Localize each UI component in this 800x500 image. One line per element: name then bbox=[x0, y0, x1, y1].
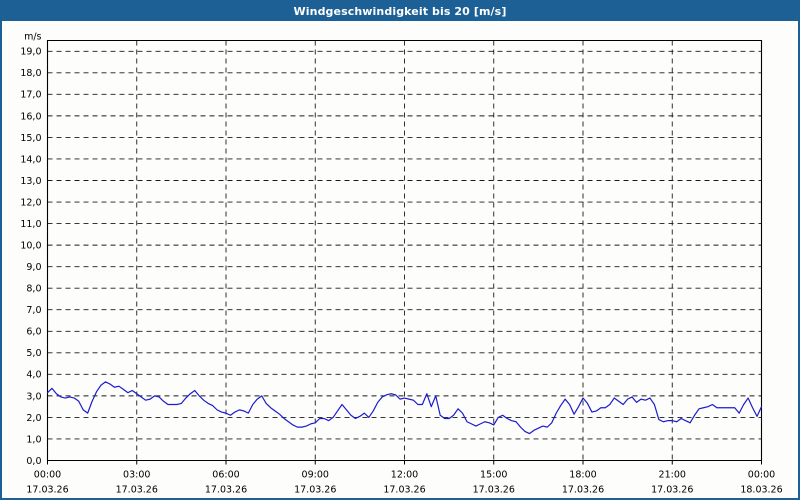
y-axis-tick-labels: 0,0 1,0 2,0 3,0 4,0 5,0 6,0 7,0 8,0 9,0 10,0 11,0 12… bbox=[20, 47, 41, 467]
y-tick-label: 14,0 bbox=[20, 154, 41, 165]
y-tick-label: 15,0 bbox=[20, 133, 41, 144]
x-tick-time: 00:00 bbox=[34, 470, 61, 481]
y-tick-label: 11,0 bbox=[20, 219, 41, 230]
x-tick-date: 17.03.26 bbox=[562, 485, 604, 496]
x-tick-date: 17.03.26 bbox=[26, 485, 68, 496]
y-tick-label: 5,0 bbox=[26, 348, 41, 359]
x-axis-tick-labels: 00:00 17.03.26 03:00 17.03.26 06:00 17.03.26 0… bbox=[26, 470, 782, 496]
y-tick-label: 16,0 bbox=[20, 111, 41, 122]
vertical-gridlines bbox=[136, 40, 673, 461]
x-tick-date: 17.03.26 bbox=[383, 485, 425, 496]
x-tick-time: 09:00 bbox=[302, 470, 329, 481]
x-tick-date: 17.03.26 bbox=[205, 485, 247, 496]
y-tick-label: 9,0 bbox=[26, 262, 41, 273]
x-tick-time: 15:00 bbox=[480, 470, 507, 481]
y-tick-label: 10,0 bbox=[20, 241, 41, 252]
x-tick-date: 17.03.26 bbox=[651, 485, 693, 496]
x-tick-time: 00:00 bbox=[748, 470, 775, 481]
x-tick-date: 18.03.26 bbox=[740, 485, 782, 496]
y-tick-label: 3,0 bbox=[26, 391, 41, 402]
horizontal-gridlines bbox=[47, 50, 762, 440]
y-tick-label: 6,0 bbox=[26, 327, 41, 338]
y-tick-label: 8,0 bbox=[26, 284, 41, 295]
y-tick-label: 7,0 bbox=[26, 305, 41, 316]
x-tick-time: 03:00 bbox=[123, 470, 150, 481]
y-tick-label: 13,0 bbox=[20, 176, 41, 187]
window-titlebar: Windgeschwindigkeit bis 20 [m/s] bbox=[2, 2, 798, 21]
y-tick-label: 2,0 bbox=[26, 413, 41, 424]
x-tick-time: 18:00 bbox=[569, 470, 596, 481]
x-tick-time: 06:00 bbox=[212, 470, 239, 481]
y-tick-label: 17,0 bbox=[20, 90, 41, 101]
y-tick-label: 19,0 bbox=[20, 47, 41, 58]
page-title: Windgeschwindigkeit bis 20 [m/s] bbox=[293, 5, 507, 18]
y-tick-label: 4,0 bbox=[26, 370, 41, 381]
wind-speed-line-chart: 0,0 1,0 2,0 3,0 4,0 5,0 6,0 7,0 8,0 9,0 10,0 11,0 12… bbox=[20, 31, 782, 496]
wind-speed-series-line bbox=[46, 381, 763, 435]
x-tick-date: 17.03.26 bbox=[116, 485, 158, 496]
y-tick-label: 18,0 bbox=[20, 68, 41, 79]
x-tick-date: 17.03.26 bbox=[473, 485, 515, 496]
plot-frame bbox=[46, 39, 763, 462]
y-axis-unit-label: m/s bbox=[24, 31, 41, 42]
x-axis-tick-marks bbox=[47, 460, 762, 465]
x-tick-time: 12:00 bbox=[391, 470, 418, 481]
y-tick-label: 12,0 bbox=[20, 197, 41, 208]
chart-plot-area: 0,0 1,0 2,0 3,0 4,0 5,0 6,0 7,0 8,0 9,0 10,0 11,0 12… bbox=[2, 21, 798, 498]
x-tick-date: 17.03.26 bbox=[294, 485, 336, 496]
y-tick-label: 1,0 bbox=[26, 434, 41, 445]
x-tick-time: 21:00 bbox=[659, 470, 686, 481]
y-tick-label: 0,0 bbox=[26, 456, 41, 467]
